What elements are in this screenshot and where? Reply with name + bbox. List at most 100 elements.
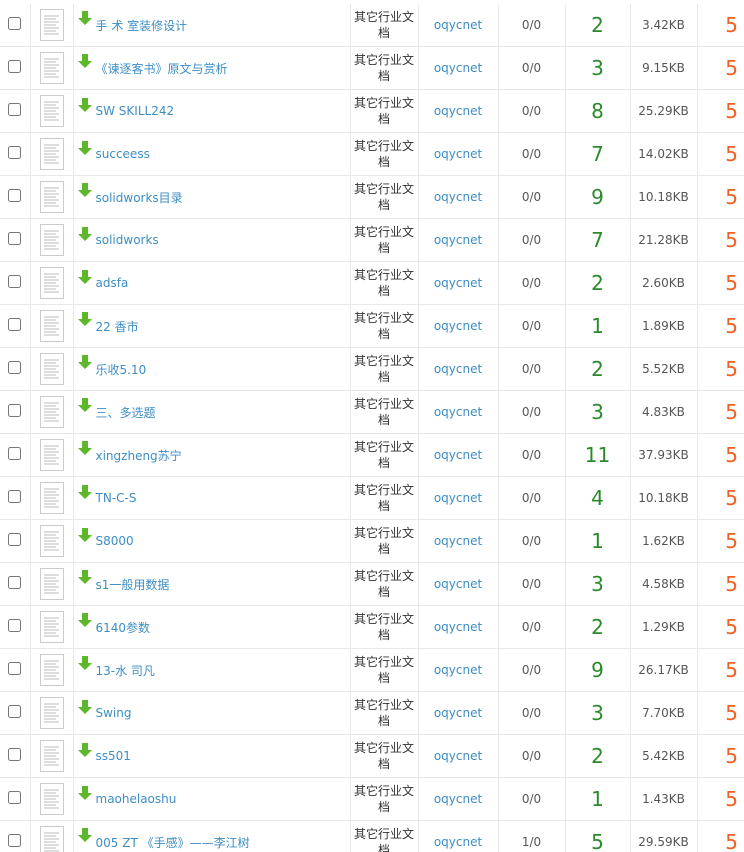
download-icon[interactable] (77, 827, 92, 842)
download-icon[interactable] (77, 141, 92, 155)
thumbnail[interactable] (39, 138, 64, 170)
user-link[interactable]: oqycnet (433, 749, 483, 763)
row-checkbox[interactable] (8, 705, 22, 718)
user-link[interactable]: oqycnet (433, 534, 483, 548)
download-icon[interactable] (77, 700, 92, 714)
title-link[interactable]: 13-水 司凡 (95, 663, 155, 678)
download-icon[interactable] (77, 485, 92, 499)
title-link[interactable]: Swing (95, 706, 132, 720)
title-link[interactable]: 6140参数 (95, 620, 151, 635)
download-icon[interactable] (77, 354, 92, 369)
row-checkbox[interactable] (8, 662, 22, 675)
thumbnail[interactable] (39, 783, 64, 815)
row-checkbox[interactable] (8, 103, 22, 116)
download-icon[interactable] (77, 311, 92, 326)
title-link[interactable]: 乐收5.10 (95, 362, 147, 377)
title-link[interactable]: ss501 (95, 749, 131, 763)
thumbnail[interactable] (39, 267, 64, 299)
thumbnail[interactable] (39, 482, 64, 514)
thumbnail[interactable] (39, 740, 64, 772)
download-icon[interactable] (77, 270, 92, 284)
user-link[interactable]: oqycnet (433, 61, 483, 75)
thumbnail[interactable] (39, 439, 64, 471)
thumbnail[interactable] (39, 9, 64, 41)
download-icon[interactable] (77, 397, 92, 412)
user-link[interactable]: oqycnet (433, 319, 483, 333)
thumbnail[interactable] (39, 654, 64, 686)
download-icon[interactable] (77, 569, 92, 584)
user-link[interactable]: oqycnet (433, 18, 483, 32)
row-checkbox[interactable] (8, 748, 22, 761)
row-checkbox[interactable] (8, 490, 22, 503)
download-icon[interactable] (77, 10, 92, 25)
title-link[interactable]: xingzheng苏宁 (95, 448, 182, 463)
row-checkbox[interactable] (8, 533, 22, 546)
title-link[interactable]: succeess (95, 147, 150, 161)
thumbnail[interactable] (39, 181, 64, 213)
title-link[interactable]: adsfa (95, 276, 129, 290)
user-link[interactable]: oqycnet (433, 448, 483, 462)
user-link[interactable]: oqycnet (433, 491, 483, 505)
thumbnail[interactable] (39, 396, 64, 428)
row-checkbox[interactable] (8, 404, 22, 417)
thumbnail[interactable] (39, 697, 64, 729)
title-link[interactable]: S8000 (95, 534, 134, 548)
row-checkbox[interactable] (8, 189, 22, 202)
title-link[interactable]: 《谏逐客书》原文与赏析 (95, 61, 228, 76)
title-link[interactable]: SW SKILL242 (95, 104, 175, 118)
row-checkbox[interactable] (8, 361, 22, 374)
title-link[interactable]: solidworks (95, 233, 159, 247)
download-icon[interactable] (77, 528, 92, 542)
user-link[interactable]: oqycnet (433, 835, 483, 849)
row-checkbox[interactable] (8, 576, 22, 589)
row-checkbox[interactable] (8, 619, 22, 632)
user-link[interactable]: oqycnet (433, 620, 483, 634)
title-link[interactable]: TN-C-S (95, 491, 137, 505)
thumbnail[interactable] (39, 525, 64, 557)
download-icon[interactable] (77, 786, 92, 800)
thumbnail[interactable] (39, 224, 64, 256)
row-checkbox[interactable] (8, 834, 22, 847)
row-checkbox[interactable] (8, 447, 22, 460)
user-link[interactable]: oqycnet (433, 233, 483, 247)
user-link[interactable]: oqycnet (433, 663, 483, 677)
thumbnail[interactable] (39, 310, 64, 342)
user-link[interactable]: oqycnet (433, 706, 483, 720)
user-link[interactable]: oqycnet (433, 104, 483, 118)
download-icon[interactable] (77, 53, 92, 68)
title-link[interactable]: 005 ZT 《手感》——李江树 (95, 835, 250, 850)
user-link[interactable]: oqycnet (433, 276, 483, 290)
user-link[interactable]: oqycnet (433, 147, 483, 161)
download-icon[interactable] (77, 440, 92, 455)
row-checkbox[interactable] (8, 232, 22, 245)
download-icon[interactable] (77, 655, 92, 670)
user-link[interactable]: oqycnet (433, 792, 483, 806)
title-link[interactable]: solidworks目录 (95, 190, 183, 205)
download-icon[interactable] (77, 227, 92, 241)
user-link[interactable]: oqycnet (433, 577, 483, 591)
row-checkbox[interactable] (8, 17, 22, 30)
thumbnail[interactable] (39, 826, 64, 852)
user-link[interactable]: oqycnet (433, 362, 483, 376)
title-link[interactable]: 22 香市 (95, 319, 139, 334)
row-checkbox[interactable] (8, 146, 22, 159)
row-checkbox[interactable] (8, 275, 22, 288)
thumbnail[interactable] (39, 353, 64, 385)
download-icon[interactable] (77, 743, 92, 757)
row-checkbox[interactable] (8, 791, 22, 804)
download-icon[interactable] (77, 98, 92, 112)
user-link[interactable]: oqycnet (433, 190, 483, 204)
thumbnail[interactable] (39, 568, 64, 600)
title-link[interactable]: 手 术 室装修设计 (95, 18, 188, 33)
title-link[interactable]: s1一般用数据 (95, 577, 170, 592)
title-link[interactable]: 三、多选题 (95, 405, 156, 420)
row-checkbox[interactable] (8, 318, 22, 331)
download-icon[interactable] (77, 182, 92, 197)
download-icon[interactable] (77, 612, 92, 627)
user-link[interactable]: oqycnet (433, 405, 483, 419)
thumbnail[interactable] (39, 611, 64, 643)
title-link[interactable]: maohelaoshu (95, 792, 177, 806)
row-checkbox[interactable] (8, 60, 22, 73)
thumbnail[interactable] (39, 52, 64, 84)
thumbnail[interactable] (39, 95, 64, 127)
